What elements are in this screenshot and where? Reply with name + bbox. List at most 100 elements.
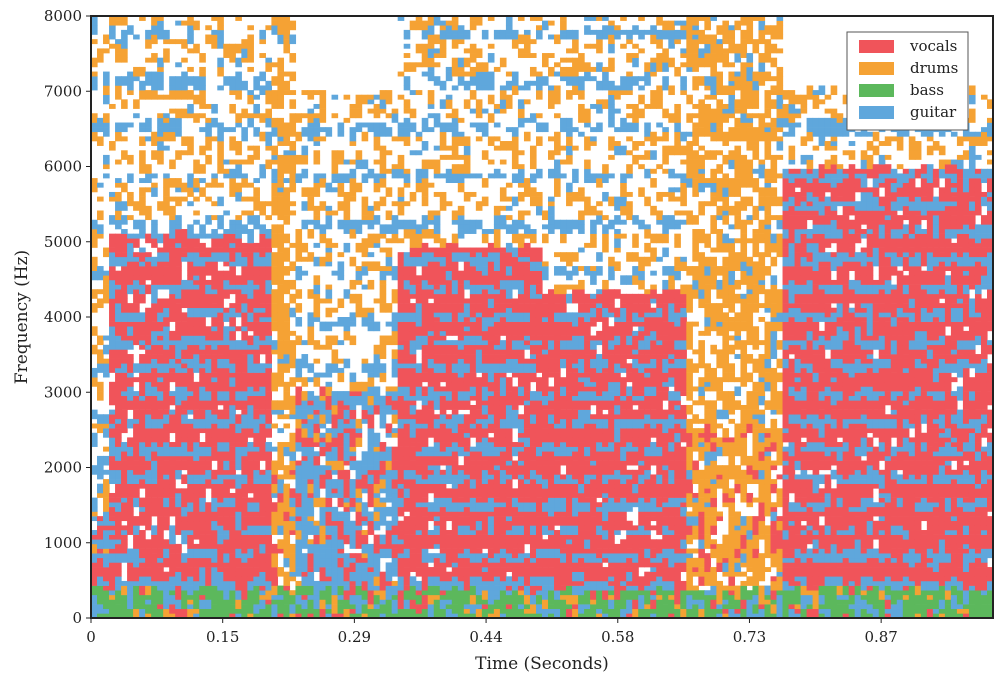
heatmap-cell-vocals: [229, 571, 236, 582]
heatmap-cell-vocals: [229, 492, 236, 498]
heatmap-cell-vocals: [427, 340, 435, 350]
heatmap-cell-vocals: [511, 488, 519, 498]
heatmap-cell-guitar: [301, 534, 309, 540]
heatmap-cell-vocals: [445, 442, 453, 447]
heatmap-cell-drums: [271, 381, 279, 392]
heatmap-cell-drums: [187, 599, 194, 605]
heatmap-cell-guitar: [103, 455, 110, 466]
heatmap-cell-vocals: [151, 321, 158, 327]
heatmap-cell-guitar: [277, 409, 285, 415]
heatmap-cell-guitar: [181, 580, 188, 591]
heatmap-cell-vocals: [265, 502, 272, 508]
heatmap-cell-vocals: [229, 395, 236, 406]
heatmap-cell-drums: [427, 94, 435, 105]
heatmap-cell-vocals: [463, 414, 471, 424]
heatmap-cell-guitar: [193, 76, 200, 86]
heatmap-cell-vocals: [560, 321, 567, 327]
heatmap-cell-vocals: [505, 479, 513, 489]
heatmap-cell-guitar: [295, 548, 303, 559]
heatmap-cell-guitar: [505, 460, 513, 466]
heatmap-cell-guitar: [535, 29, 543, 40]
heatmap-cell-guitar: [535, 168, 543, 179]
heatmap-cell-vocals: [463, 488, 471, 494]
heatmap-cell-guitar: [319, 465, 327, 471]
heatmap-cell-guitar: [205, 423, 212, 429]
heatmap-cell-vocals: [235, 580, 242, 591]
heatmap-cell-guitar: [127, 590, 134, 596]
heatmap-cell-vocals: [169, 247, 176, 258]
heatmap-cell-guitar: [253, 576, 260, 586]
heatmap-cell-vocals: [247, 479, 254, 485]
heatmap-cell-drums: [265, 108, 272, 119]
heatmap-cell-guitar: [511, 247, 519, 258]
heatmap-cell-drums: [560, 594, 567, 600]
heatmap-cell-vocals: [451, 312, 459, 322]
heatmap-cell-drums: [535, 113, 543, 119]
heatmap-cell-vocals: [193, 381, 200, 387]
heatmap-cell-vocals: [415, 506, 423, 512]
heatmap-cell-vocals: [121, 252, 128, 258]
heatmap-cell-guitar: [295, 465, 303, 475]
heatmap-cell-drums: [560, 20, 567, 31]
heatmap-cell-vocals: [235, 492, 242, 503]
heatmap-cell-vocals: [115, 395, 122, 406]
heatmap-cell-guitar: [229, 80, 236, 91]
heatmap-cell-vocals: [493, 414, 501, 420]
heatmap-cell-vocals: [463, 516, 471, 526]
heatmap-cell-guitar: [523, 479, 531, 485]
heatmap-cell-bass: [307, 599, 315, 610]
heatmap-cell-guitar: [241, 303, 248, 313]
heatmap-cell-vocals: [433, 354, 441, 364]
heatmap-cell-vocals: [566, 409, 573, 420]
heatmap-cell-drums: [355, 437, 363, 447]
heatmap-cell-vocals: [475, 279, 483, 285]
heatmap-cell-vocals: [505, 321, 513, 327]
heatmap-cell-bass: [433, 604, 441, 610]
heatmap-cell-guitar: [313, 224, 321, 230]
heatmap-cell-guitar: [211, 497, 218, 508]
heatmap-cell-bass: [379, 604, 387, 610]
heatmap-cell-drums: [253, 113, 260, 119]
heatmap-cell-guitar: [199, 506, 206, 512]
heatmap-cell-guitar: [523, 502, 531, 512]
heatmap-cell-guitar: [229, 474, 236, 480]
heatmap-cell-vocals: [415, 525, 423, 531]
heatmap-cell-vocals: [505, 520, 513, 526]
heatmap-cell-vocals: [373, 479, 381, 485]
heatmap-cell-guitar: [253, 446, 260, 452]
heatmap-cell-drums: [97, 298, 104, 304]
heatmap-cell-drums: [289, 164, 297, 174]
heatmap-cell-drums: [349, 381, 357, 392]
heatmap-cell-guitar: [481, 479, 489, 485]
heatmap-cell-drums: [295, 159, 303, 165]
heatmap-cell-drums: [379, 168, 387, 174]
heatmap-cell-vocals: [535, 483, 543, 489]
heatmap-cell-drums: [415, 16, 423, 21]
heatmap-cell-drums: [283, 256, 291, 262]
heatmap-cell-vocals: [367, 492, 375, 503]
heatmap-cell-guitar: [427, 330, 435, 336]
heatmap-cell-guitar: [463, 307, 471, 318]
heatmap-cell-vocals: [505, 534, 513, 545]
heatmap-cell-vocals: [445, 432, 453, 443]
heatmap-cell-drums: [103, 284, 110, 290]
heatmap-cell-drums: [379, 90, 387, 100]
heatmap-cell-guitar: [313, 242, 321, 248]
heatmap-cell-guitar: [235, 57, 242, 68]
heatmap-cell-guitar: [175, 446, 182, 452]
heatmap-cell-vocals: [241, 381, 248, 392]
heatmap-cell-guitar: [145, 391, 152, 397]
heatmap-cell-guitar: [313, 553, 321, 563]
heatmap-cell-guitar: [355, 270, 363, 276]
heatmap-cell-vocals: [445, 321, 453, 332]
heatmap-cell-guitar: [175, 215, 182, 225]
heatmap-cell-drums: [331, 307, 339, 313]
heatmap-cell-guitar: [325, 321, 333, 332]
heatmap-cell-vocals: [542, 307, 549, 318]
heatmap-cell-guitar: [367, 585, 375, 591]
heatmap-cell-guitar: [361, 173, 369, 179]
heatmap-cell-guitar: [421, 279, 429, 290]
heatmap-cell-guitar: [517, 99, 525, 109]
heatmap-cell-guitar: [397, 585, 405, 591]
heatmap-cell-vocals: [421, 354, 429, 359]
